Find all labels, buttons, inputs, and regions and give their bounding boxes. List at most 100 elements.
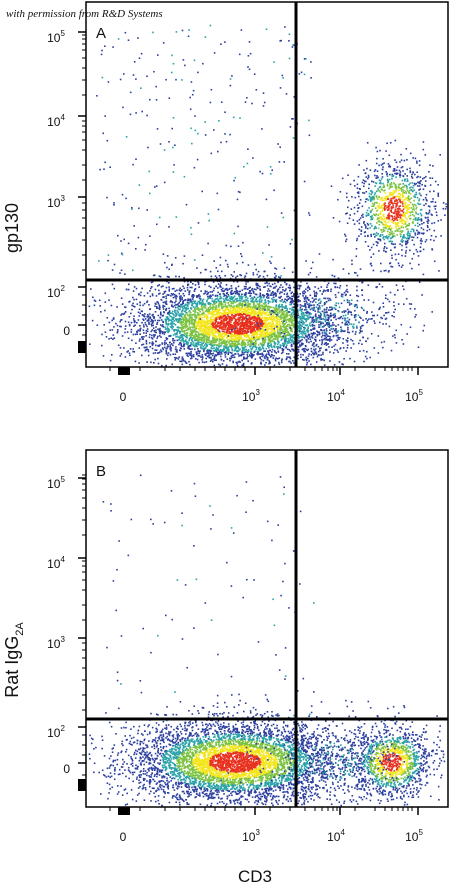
event-dot xyxy=(233,329,236,332)
event-dot xyxy=(258,330,261,332)
event-dot xyxy=(305,363,308,366)
event-dot xyxy=(345,339,348,342)
event-dot xyxy=(133,325,135,327)
event-dot xyxy=(298,325,301,327)
event-dot xyxy=(283,293,286,295)
event-dot xyxy=(186,305,189,308)
event-dot xyxy=(244,342,246,345)
event-dot xyxy=(246,323,248,325)
event-dot xyxy=(226,289,229,291)
event-dot xyxy=(401,339,403,341)
event-dot xyxy=(168,329,171,332)
event-dot xyxy=(205,333,207,335)
event-dot xyxy=(131,304,133,307)
event-dot xyxy=(320,318,322,320)
event-dot xyxy=(167,320,170,322)
event-dot xyxy=(325,338,327,341)
event-dot xyxy=(205,308,208,311)
event-dot xyxy=(187,307,190,310)
event-dot xyxy=(286,311,288,314)
event-dot xyxy=(274,325,277,327)
event-dot xyxy=(289,286,292,289)
event-dot xyxy=(139,330,141,332)
event-dot xyxy=(315,313,317,315)
event-dot xyxy=(171,310,174,313)
event-dot xyxy=(120,297,123,299)
event-dot xyxy=(357,295,360,298)
event-dot xyxy=(249,345,251,348)
event-dot xyxy=(205,345,208,348)
event-dot xyxy=(317,307,320,310)
event-dot xyxy=(270,285,272,288)
event-dot xyxy=(335,296,337,299)
event-dot xyxy=(154,288,157,291)
event-dot xyxy=(231,341,233,343)
event-dot xyxy=(293,362,295,364)
event-dot xyxy=(281,322,284,325)
event-dot xyxy=(318,324,320,326)
event-dot xyxy=(237,306,240,309)
event-dot xyxy=(207,311,209,313)
event-dot xyxy=(326,323,328,326)
event-dot xyxy=(321,340,324,342)
event-dot xyxy=(323,364,326,366)
event-dot xyxy=(197,327,200,330)
event-dot xyxy=(236,292,238,295)
event-dot xyxy=(219,342,221,345)
event-dot xyxy=(307,338,309,340)
event-dot xyxy=(334,314,337,317)
event-dot xyxy=(220,323,223,326)
event-dot xyxy=(194,325,197,327)
event-dot xyxy=(205,338,207,341)
event-dot xyxy=(219,309,221,311)
event-dot xyxy=(220,348,222,351)
event-dot xyxy=(245,332,247,335)
event-dot xyxy=(154,305,156,307)
event-dot xyxy=(167,294,170,296)
event-dot xyxy=(217,325,220,328)
event-dot xyxy=(286,313,289,316)
event-dot xyxy=(301,330,304,332)
event-dot xyxy=(205,329,208,332)
event-dot xyxy=(274,342,277,345)
event-dot xyxy=(199,339,202,341)
event-dot xyxy=(341,311,344,313)
event-dot xyxy=(166,358,168,360)
event-dot xyxy=(335,334,338,337)
event-dot xyxy=(222,309,225,312)
event-dot xyxy=(239,354,241,357)
event-dot xyxy=(199,330,202,333)
event-dot xyxy=(123,313,125,315)
event-dot xyxy=(208,330,210,333)
event-dot xyxy=(234,334,236,337)
event-dot xyxy=(228,304,230,306)
event-dot xyxy=(251,356,253,359)
event-dot xyxy=(214,314,216,316)
event-dot xyxy=(214,338,216,340)
event-dot xyxy=(379,321,381,324)
event-dot xyxy=(310,321,313,324)
event-dot xyxy=(249,327,252,330)
event-dot xyxy=(367,337,369,340)
event-dot xyxy=(272,323,275,326)
event-dot xyxy=(256,346,258,349)
event-dot xyxy=(226,291,229,294)
event-dot xyxy=(212,360,214,363)
event-dot xyxy=(201,309,204,312)
event-dot xyxy=(202,313,205,315)
event-dot xyxy=(256,286,258,289)
event-dot xyxy=(280,318,282,320)
event-dot xyxy=(144,346,147,349)
event-dot xyxy=(218,302,221,304)
event-dot xyxy=(194,348,196,351)
event-dot xyxy=(184,299,187,301)
event-dot xyxy=(215,319,217,321)
event-dot xyxy=(255,288,257,291)
event-dot xyxy=(235,336,237,338)
event-dot xyxy=(313,320,316,323)
event-dot xyxy=(251,307,254,309)
event-dot xyxy=(323,303,326,306)
event-dot xyxy=(267,300,269,302)
event-dot xyxy=(199,298,202,300)
event-dot xyxy=(220,311,222,314)
